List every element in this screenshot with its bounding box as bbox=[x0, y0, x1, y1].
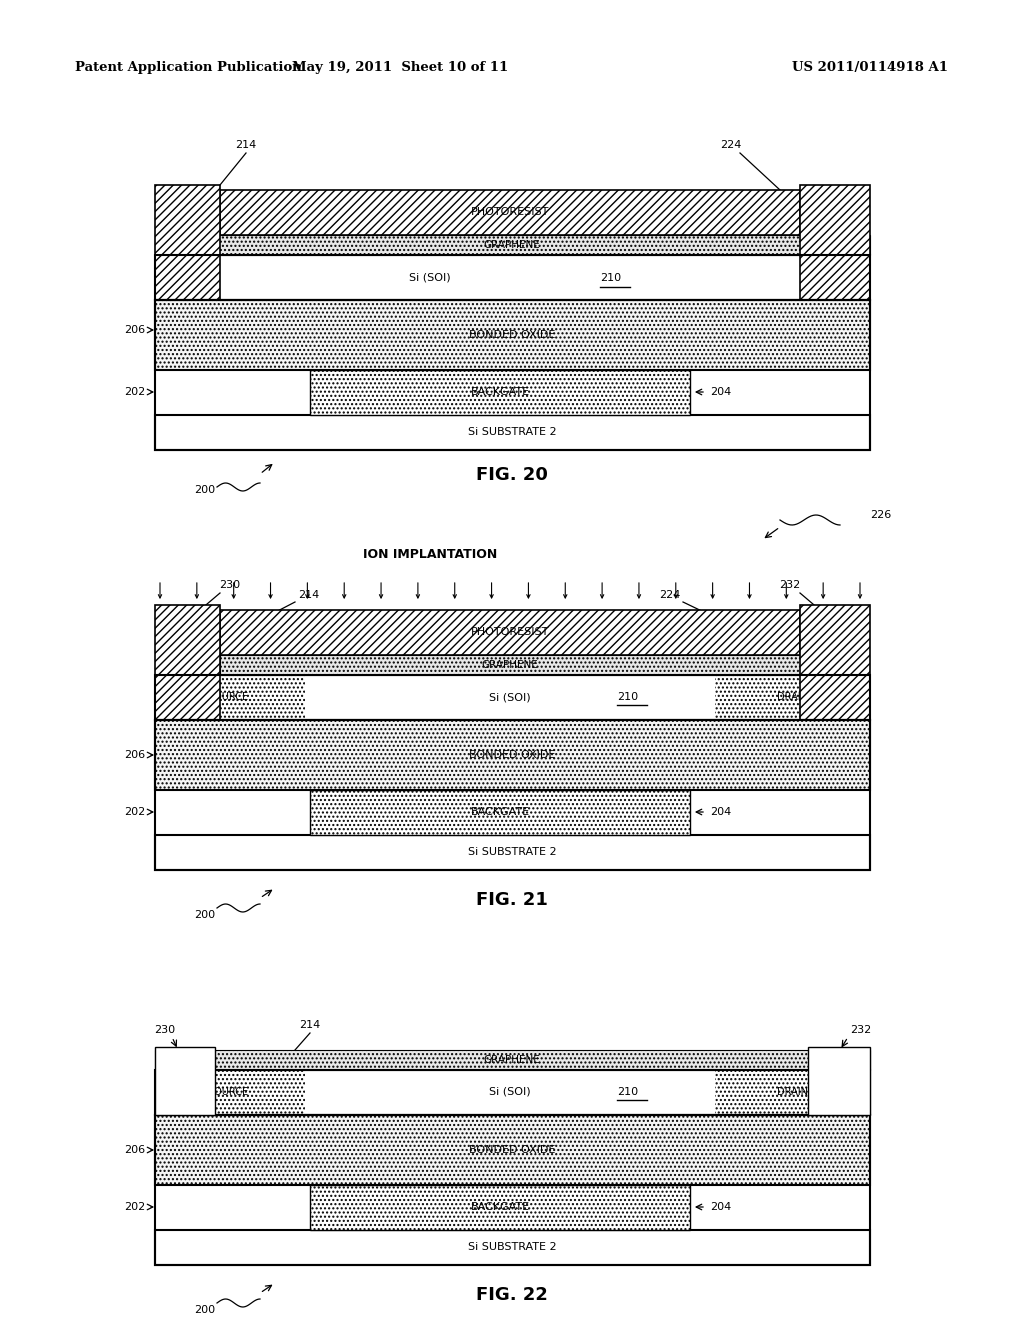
Text: 204: 204 bbox=[710, 1203, 731, 1212]
Text: PHOTORESIST: PHOTORESIST bbox=[471, 627, 549, 638]
Text: 232: 232 bbox=[850, 1026, 871, 1035]
Text: SOURCE: SOURCE bbox=[208, 692, 248, 702]
Text: GRAPHENE: GRAPHENE bbox=[483, 1055, 541, 1065]
Text: May 19, 2011  Sheet 10 of 11: May 19, 2011 Sheet 10 of 11 bbox=[292, 62, 508, 74]
Bar bbox=[155, 1115, 870, 1185]
Text: ION IMPLANTATION: ION IMPLANTATION bbox=[362, 549, 497, 561]
Bar bbox=[155, 605, 220, 719]
Bar bbox=[155, 1047, 215, 1115]
Text: 202: 202 bbox=[124, 387, 145, 397]
Bar bbox=[220, 610, 800, 655]
Text: 214: 214 bbox=[236, 140, 257, 150]
Bar bbox=[155, 1071, 870, 1115]
Bar bbox=[220, 190, 800, 235]
Bar bbox=[155, 255, 870, 300]
Bar bbox=[155, 1071, 870, 1115]
Text: 206: 206 bbox=[124, 1144, 145, 1155]
Bar bbox=[715, 675, 870, 719]
Text: Si SUBSTRATE 2: Si SUBSTRATE 2 bbox=[468, 1242, 556, 1251]
Text: 224: 224 bbox=[658, 590, 680, 601]
Text: BONDED OXIDE: BONDED OXIDE bbox=[469, 330, 555, 341]
Text: 210: 210 bbox=[600, 273, 622, 282]
Bar bbox=[155, 255, 870, 300]
Bar bbox=[155, 836, 870, 870]
Text: DRAIN: DRAIN bbox=[777, 1086, 809, 1097]
Bar bbox=[310, 1185, 690, 1230]
Text: 206: 206 bbox=[124, 750, 145, 760]
Text: BONDED OXIDE: BONDED OXIDE bbox=[469, 750, 555, 760]
Bar bbox=[808, 1047, 870, 1115]
Text: 200: 200 bbox=[194, 909, 215, 920]
Text: Si SUBSTRATE 2: Si SUBSTRATE 2 bbox=[468, 426, 556, 437]
Text: BACKGATE: BACKGATE bbox=[470, 1203, 529, 1212]
Text: PHOTORESIST: PHOTORESIST bbox=[471, 207, 549, 216]
Bar bbox=[155, 235, 870, 255]
Text: US 2011/0114918 A1: US 2011/0114918 A1 bbox=[792, 62, 948, 74]
Bar bbox=[155, 1049, 870, 1071]
Text: 206: 206 bbox=[124, 325, 145, 335]
Text: 230: 230 bbox=[219, 579, 241, 590]
Bar bbox=[310, 370, 690, 414]
Text: DRAIN: DRAIN bbox=[777, 692, 809, 702]
Text: Si (SOI): Si (SOI) bbox=[489, 1086, 530, 1097]
Text: BACKGATE: BACKGATE bbox=[470, 387, 529, 397]
Bar bbox=[155, 414, 870, 450]
Bar bbox=[155, 675, 870, 719]
Bar bbox=[155, 300, 870, 370]
Bar bbox=[715, 1071, 870, 1115]
Bar bbox=[155, 1071, 305, 1115]
Bar bbox=[155, 719, 870, 789]
Text: Si (SOI): Si (SOI) bbox=[410, 273, 451, 282]
Text: 202: 202 bbox=[124, 807, 145, 817]
Bar bbox=[155, 675, 870, 719]
Text: Patent Application Publication: Patent Application Publication bbox=[75, 62, 302, 74]
Text: SOURCE: SOURCE bbox=[208, 1086, 248, 1097]
Text: 204: 204 bbox=[710, 807, 731, 817]
Text: 202: 202 bbox=[124, 1203, 145, 1212]
Text: GRAPHENE: GRAPHENE bbox=[481, 660, 539, 671]
Text: Si (SOI): Si (SOI) bbox=[489, 692, 530, 702]
Text: FIG. 22: FIG. 22 bbox=[476, 1286, 548, 1304]
Text: 232: 232 bbox=[779, 579, 801, 590]
Bar bbox=[155, 675, 305, 719]
Bar bbox=[800, 185, 870, 300]
Text: BONDED OXIDE: BONDED OXIDE bbox=[469, 1144, 555, 1155]
Text: GRAPHENE: GRAPHENE bbox=[483, 240, 541, 249]
Text: 224: 224 bbox=[720, 140, 741, 150]
Bar bbox=[155, 1115, 870, 1265]
Text: 230: 230 bbox=[154, 1026, 175, 1035]
Text: 204: 204 bbox=[710, 387, 731, 397]
Bar bbox=[155, 300, 870, 370]
Bar bbox=[220, 655, 800, 675]
Text: 200: 200 bbox=[194, 1305, 215, 1315]
Bar bbox=[155, 1115, 870, 1185]
Text: 210: 210 bbox=[617, 692, 638, 702]
Text: 200: 200 bbox=[194, 484, 215, 495]
Text: Si SUBSTRATE 2: Si SUBSTRATE 2 bbox=[468, 847, 556, 857]
Text: 214: 214 bbox=[299, 1020, 321, 1030]
Text: 210: 210 bbox=[617, 1086, 638, 1097]
Text: 226: 226 bbox=[870, 510, 891, 520]
Bar bbox=[800, 605, 870, 719]
Text: 214: 214 bbox=[298, 590, 319, 601]
Text: BACKGATE: BACKGATE bbox=[470, 807, 529, 817]
Bar bbox=[155, 1230, 870, 1265]
Bar bbox=[155, 719, 870, 870]
Text: FIG. 20: FIG. 20 bbox=[476, 466, 548, 484]
Bar bbox=[155, 719, 870, 789]
Bar bbox=[155, 300, 870, 450]
Bar bbox=[155, 185, 220, 300]
Bar bbox=[310, 789, 690, 836]
Text: FIG. 21: FIG. 21 bbox=[476, 891, 548, 909]
